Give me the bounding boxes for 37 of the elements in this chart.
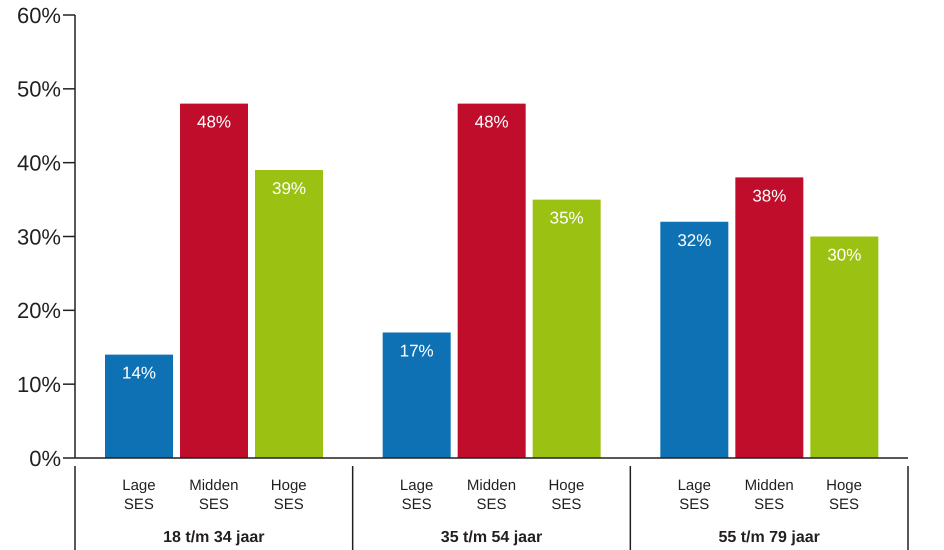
y-tick-label: 10% [16, 372, 61, 397]
bar [255, 170, 323, 458]
data-label: 38% [752, 186, 786, 206]
data-label: 17% [400, 342, 434, 361]
y-tick-label: 30% [16, 224, 61, 250]
data-label: 39% [272, 179, 306, 198]
text: Midden SES [744, 477, 794, 513]
bar [532, 200, 601, 458]
series-label: Midden SES [189, 477, 238, 513]
x-tick-label: 35 t/m 54 jaar [440, 529, 542, 546]
bar [458, 104, 526, 458]
text: Midden SES [466, 477, 516, 513]
data-label: 30% [827, 246, 862, 265]
x-tick-label: 55 t/m 79 jaar [718, 529, 820, 546]
data-label: 48% [474, 112, 509, 132]
y-tick-label: 0% [29, 446, 61, 471]
x-tick-label: 18 t/m 34 jaar [163, 529, 265, 546]
data-label: 32% [677, 230, 712, 250]
text: Hoge SES [548, 477, 584, 513]
y-tick-label: 60% [16, 2, 61, 28]
text: Lage SES [400, 477, 434, 513]
data-label: 48% [196, 112, 232, 132]
bar [735, 177, 804, 458]
data-label: 35% [550, 208, 584, 228]
series-label: Hoge SES [270, 477, 307, 513]
data-label: 14% [122, 364, 156, 383]
bar [810, 236, 878, 458]
series-label: Lage SES [122, 477, 156, 513]
bar [660, 222, 728, 458]
bar [105, 354, 173, 458]
bar [180, 104, 248, 458]
text: Hoge SES [826, 477, 862, 513]
y-tick-label: 50% [16, 76, 61, 102]
y-tick-label: 20% [16, 298, 61, 324]
text: Lage SES [678, 477, 711, 513]
y-tick-label: 40% [16, 150, 61, 176]
bar [382, 332, 451, 458]
